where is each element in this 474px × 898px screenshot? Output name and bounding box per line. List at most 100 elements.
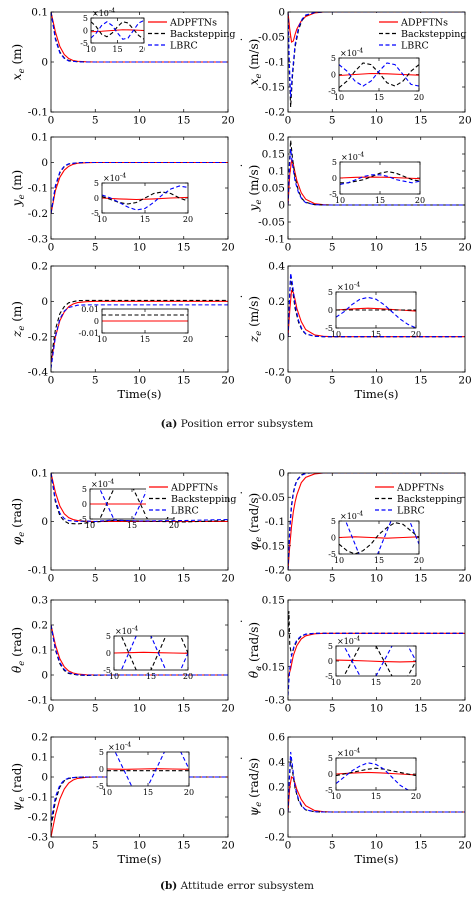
panel-phi-e-xtick-label: 0	[48, 573, 55, 585]
panel-ydot-e-ytick-label: 0.15	[262, 149, 285, 161]
panel-z-e-xtick-label: 5	[92, 375, 99, 387]
panel-zdot-e-ylabel-symbol: z	[247, 335, 261, 343]
panel-thetadot-e-inset-xtick-label: 15	[371, 678, 381, 687]
panel-ydot-e-ylabel: ye (m/s)	[247, 165, 264, 213]
panel-z-e-ylabel-sub: e	[17, 326, 27, 331]
panel-xdot-e-inset-ytick-label: -5	[328, 87, 336, 96]
panel-zdot-e-inset-exponent-power: -4	[354, 281, 360, 289]
panel-y-e-plot-area	[51, 161, 228, 214]
panel-ydot-e-ytick-label: 0	[278, 200, 285, 212]
panel-xdot-e-ylabel-sub: e	[254, 73, 264, 78]
panel-x-e-xtick-label: 20	[221, 115, 234, 127]
panel-phidot-e-ytick-label: -0.15	[258, 540, 285, 552]
panel-ydot-e-inset-plot-area	[340, 171, 420, 185]
panel-z-e-inset-frame	[101, 308, 189, 334]
panel-xdot-e: -0.2 -0.15 -0.1 -0.05 0 0 5 10 15 20 xe (m/s)˙ -5 0 5…	[239, 7, 472, 127]
panel-phi-e-inset-exponent-base: ×10	[91, 480, 108, 489]
panel-y-e-ytick-label: 0	[41, 157, 48, 169]
panel-x-e-inset-exponent-base: ×10	[92, 9, 109, 18]
panel-ydot-e-inset-ytick-label: -5	[329, 190, 337, 199]
panel-psi-e-inset: -5 0 5 10 15 20 ×10-4	[96, 741, 194, 798]
panel-phi-e-inset-exponent: ×10-4	[91, 478, 114, 490]
panel-psidot-e-inset-xtick-label: 20	[411, 792, 421, 801]
panel-y-e-inset-ytick-label: 0	[94, 194, 99, 203]
panel-ydot-e-ylabel-unit: (m/s)	[247, 165, 261, 200]
panel-z-e-inset-plot-area	[102, 314, 188, 322]
panel-xdot-e-inset-xtick-label: 10	[334, 93, 344, 102]
panel-y-e: -0.3 -0.2 -0.1 0 0.1 0 5 10 15 20 ye (m) -5 0 5 10 15 20…	[10, 132, 235, 254]
panel-psi-e-ytick-label: 0	[41, 772, 48, 784]
panel-xdot-e-inset-ytick-label: 0	[331, 70, 336, 79]
panel-ydot-e-inset-series-lbrc	[340, 174, 420, 185]
panel-x-e-xtick-label: 5	[92, 115, 99, 127]
panel-psi-e-ytick-label: 0.1	[31, 752, 48, 764]
panel-x-e-frame	[50, 11, 229, 113]
panel-ydot-e-inset-exponent-base: ×10	[341, 153, 358, 162]
panel-theta-e-ytick-label: 0.3	[31, 595, 48, 607]
panel-ydot-e-xtick-label: 20	[458, 242, 471, 254]
panel-psi-e-ytick-label: -0.2	[28, 812, 48, 824]
panel-ydot-e-inset-ytick-label: 5	[332, 158, 337, 167]
panel-phidot-e-xtick-label: 0	[285, 573, 292, 585]
panel-y-e-ytick-label: -0.2	[28, 208, 48, 220]
panel-xdot-e-inset-xtick-label: 20	[414, 93, 424, 102]
panel-phidot-e-xtick-label: 20	[458, 573, 471, 585]
panel-phidot-e-inset-series-lbrc	[345, 521, 419, 554]
panel-psi-e-inset-frame	[106, 751, 190, 787]
caption-b-tag: (b)	[160, 880, 178, 892]
panel-theta-e-inset-xtick-label: 15	[146, 672, 156, 681]
panel-ydot-e-ytick-label: 0.1	[268, 166, 285, 178]
panel-xdot-e-inset-plot-area	[339, 62, 419, 89]
panel-zdot-e-plot-area	[288, 272, 465, 338]
panel-theta-e-ytick-label: 0.1	[31, 645, 48, 657]
panel-phidot-e-ylabel-dot: ˙	[239, 490, 253, 496]
caption-a: (a) Position error subsystem	[0, 418, 474, 430]
panel-phidot-e-ytick-label: -0.05	[258, 492, 285, 504]
panel-phidot-e-legend-label-backstepping: Backstepping	[397, 494, 462, 505]
panel-ydot-e-xtick-label: 0	[285, 242, 292, 254]
panel-psidot-e-ytick-label: 0.6	[268, 732, 285, 744]
panel-thetadot-e-ylabel-sub: e	[254, 666, 264, 671]
panel-psi-e-inset-exponent: ×10-4	[108, 741, 131, 753]
panel-thetadot-e-xtick-label: 5	[329, 703, 336, 715]
panel-z-e-ylabel-symbol: z	[10, 330, 24, 338]
panel-z-e-ylabel: ze (m)	[10, 301, 27, 338]
panel-zdot-e-inset-xtick-label: 20	[411, 330, 421, 339]
panel-zdot-e-inset-exponent: ×10-4	[337, 281, 360, 293]
panel-thetadot-e-series-adpftns	[288, 632, 465, 678]
panel-ydot-e-inset-frame	[339, 161, 421, 195]
panel-zdot-e-frame	[287, 265, 466, 373]
panel-ydot-e-xtick-label: 15	[414, 242, 427, 254]
panel-y-e-ylabel: ye (m)	[10, 170, 27, 207]
panel-theta-e-inset-ytick-label: 0	[106, 649, 111, 658]
panel-theta-e-frame	[50, 599, 229, 701]
panel-xdot-e-xtick-label: 15	[414, 115, 427, 127]
panel-zdot-e-inset-ytick-label: 0	[328, 306, 333, 315]
panel-ydot-e-xtick-label: 5	[329, 242, 336, 254]
panel-phi-e-ylabel-symbol: φ	[10, 536, 24, 545]
panel-zdot-e-ylabel-dot: ˙	[239, 294, 253, 300]
panel-z-e-inset-ytick-label: 0.01	[81, 305, 99, 314]
panel-x-e-inset-series-lbrc	[91, 20, 144, 40]
panel-y-e-ytick-label: -0.3	[28, 234, 48, 246]
panel-psi-e-xtick-label: 5	[92, 840, 99, 852]
panel-ydot-e-ytick-label: 0.05	[262, 183, 285, 195]
panel-psi-e-inset-exponent-power: -4	[125, 741, 131, 749]
panel-phi-e-xtick-label: 10	[133, 573, 146, 585]
panel-phidot-e-frame	[287, 472, 466, 571]
panel-z-e-xtick-label: 20	[221, 375, 234, 387]
panel-xdot-e-inset-exponent: ×10-4	[340, 47, 363, 59]
panel-theta-e-inset-ytick-label: 5	[106, 632, 111, 641]
panel-thetadot-e-ylabel-unit: (rad/s)	[247, 622, 261, 666]
panel-psidot-e-ytick-label: 0	[278, 807, 285, 819]
panel-ydot-e-xtick-label: 10	[370, 242, 383, 254]
panel-psidot-e-ytick-label: 0.2	[268, 782, 285, 794]
panel-z-e-series-adpftns	[51, 300, 228, 364]
panel-phi-e-ylabel-unit: (rad)	[10, 498, 24, 532]
panel-psidot-e-inset-ytick-label: 0	[328, 770, 333, 779]
panel-xdot-e-legend-label-backstepping: Backstepping	[401, 29, 466, 40]
panel-zdot-e-xtick-label: 20	[458, 375, 471, 387]
panel-theta-e-inset-exponent-base: ×10	[115, 627, 132, 636]
panel-zdot-e-inset-xtick-label: 15	[371, 330, 381, 339]
